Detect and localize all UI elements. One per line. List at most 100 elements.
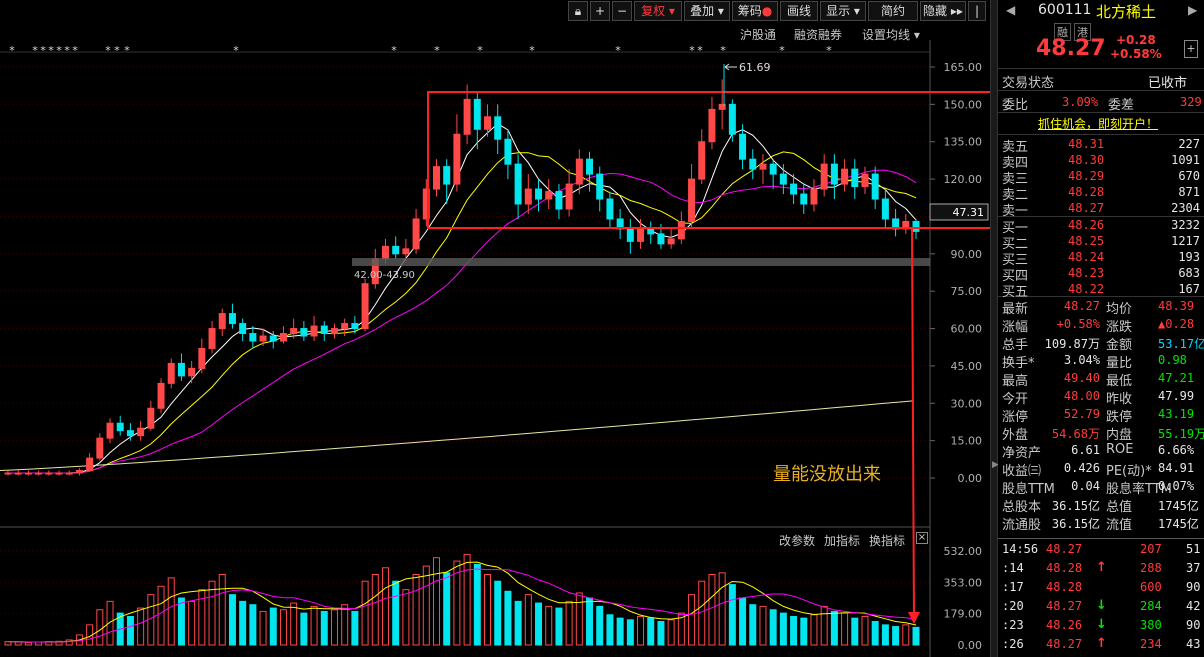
- lock-icon[interactable]: 🔒︎: [568, 1, 588, 21]
- volume-bar: [167, 577, 175, 646]
- stat-value: 36.15亿: [1051, 499, 1100, 513]
- close-icon[interactable]: ×: [916, 532, 928, 544]
- prev-stock-icon[interactable]: ◀: [1006, 3, 1016, 17]
- stat-label: 总手: [1002, 338, 1029, 353]
- event-star-icon: *: [391, 44, 397, 57]
- volume-bar: [535, 602, 543, 646]
- candle-body: [677, 220, 685, 240]
- overlay-button[interactable]: 叠加 ▾: [684, 1, 730, 21]
- tick-volume: 288: [1140, 561, 1162, 575]
- candle-body: [790, 183, 798, 195]
- volume-bar: [96, 609, 104, 646]
- volume-bar: [157, 585, 165, 646]
- panel-splitter[interactable]: ▶: [990, 0, 999, 657]
- tick-price: 48.27: [1046, 542, 1083, 556]
- stat-value: 47.21: [1158, 371, 1195, 385]
- open-account-link[interactable]: 抓住机会，即刻开户！: [1038, 117, 1159, 131]
- bid-label: 买五: [1002, 285, 1029, 300]
- price-tick-label: 75.00: [951, 285, 983, 298]
- volume-bar: [249, 604, 257, 646]
- price-change-pct: +0.58%: [1110, 47, 1162, 61]
- volume-bar: [341, 604, 349, 646]
- stat-value: 1745亿: [1158, 517, 1199, 531]
- event-star-icon: *: [56, 44, 62, 57]
- stat-value: ▲0.28: [1158, 317, 1195, 331]
- candle-body: [473, 98, 481, 130]
- ask-label: 卖四: [1002, 156, 1029, 171]
- draw-line-button[interactable]: 画线: [780, 1, 818, 21]
- volume-bar: [545, 605, 553, 646]
- volume-bar: [606, 614, 614, 646]
- volume-bar: [188, 600, 196, 646]
- stat-label: PE(动)*: [1106, 464, 1152, 479]
- volume-bar: [65, 639, 73, 646]
- volume-bar: [412, 574, 420, 646]
- volume-bar: [637, 615, 645, 646]
- price-tag-label: 47.31: [953, 206, 985, 219]
- candle-body: [463, 98, 471, 135]
- event-star-icon: *: [720, 44, 726, 57]
- volume-bar: [912, 626, 920, 646]
- simple-button[interactable]: 简约: [868, 1, 918, 21]
- collapse-icon[interactable]: |: [968, 1, 986, 21]
- volume-bar: [800, 617, 808, 646]
- tick-count: 90: [1186, 618, 1201, 632]
- hide-button[interactable]: 隐藏 ▸▸: [920, 1, 966, 21]
- tick-price: 48.28: [1046, 561, 1083, 575]
- candle-body: [259, 335, 267, 342]
- stat-value: 52.79: [1063, 407, 1100, 421]
- plus-icon[interactable]: +: [590, 1, 610, 21]
- candle-body: [75, 470, 83, 474]
- candle-body: [555, 191, 563, 210]
- candle-body: [167, 362, 175, 384]
- volume-bar: [361, 580, 369, 646]
- candle-body: [96, 437, 104, 459]
- stat-value: 0.426: [1063, 461, 1100, 475]
- volume-tick-label: 179.00: [944, 607, 983, 620]
- candle-body: [739, 133, 747, 160]
- volume-bar: [810, 614, 818, 646]
- candle-body: [565, 183, 573, 210]
- minus-icon[interactable]: −: [612, 1, 632, 21]
- candle-body: [830, 163, 838, 185]
- candle-body: [320, 325, 328, 335]
- ma-settings-link[interactable]: 设置均线 ▾: [862, 28, 920, 42]
- stat-label: 今开: [1002, 392, 1029, 407]
- candle-body: [443, 166, 451, 185]
- bid-label: 买二: [1002, 237, 1029, 252]
- margin-badge: 融: [1054, 23, 1071, 41]
- candle-body: [228, 313, 236, 325]
- fuquan-button[interactable]: 复权 ▾: [634, 1, 682, 21]
- volume-tick-label: 532.00: [944, 545, 983, 558]
- edit-params-link[interactable]: 改参数: [779, 534, 816, 548]
- margin-trading-link[interactable]: 融资融券: [794, 28, 843, 42]
- add-indicator-link[interactable]: 加指标: [824, 534, 861, 548]
- volume-bar: [524, 594, 532, 646]
- volume-bar: [392, 580, 400, 646]
- stat-label: 内盘: [1106, 428, 1133, 443]
- stat-label: 量比: [1106, 356, 1133, 371]
- weibi-value: 3.09%: [1062, 95, 1099, 109]
- change-indicator-link[interactable]: 换指标: [869, 534, 906, 548]
- candle-body: [14, 472, 22, 475]
- candle-body: [269, 335, 277, 342]
- next-stock-icon[interactable]: ▶: [1188, 3, 1198, 17]
- hk-connect-link[interactable]: 沪股通: [740, 28, 777, 42]
- candle-body: [524, 188, 532, 205]
- expand-icon[interactable]: ▶: [992, 460, 999, 470]
- stat-label: 最高: [1002, 374, 1029, 389]
- stat-value: 55.19万: [1158, 427, 1204, 441]
- candle-body: [759, 163, 767, 170]
- add-watch-icon[interactable]: +: [1184, 40, 1198, 58]
- event-star-icon: *: [64, 44, 70, 57]
- kline-chart[interactable]: * * * * * * * * * * * * * * * * * * * * * 165.00150.00135.00…: [0, 40, 990, 657]
- chip-button[interactable]: 筹码●: [732, 1, 778, 21]
- ask-price: 48.29: [1068, 169, 1105, 183]
- display-button[interactable]: 显示 ▾: [820, 1, 866, 21]
- candle-body: [820, 163, 828, 190]
- tick-time: :23: [1002, 618, 1024, 632]
- volume-bar: [718, 572, 726, 646]
- price-tick-label: 165.00: [944, 61, 983, 74]
- tick-count: 42: [1186, 599, 1201, 613]
- tick-time: :17: [1002, 580, 1024, 594]
